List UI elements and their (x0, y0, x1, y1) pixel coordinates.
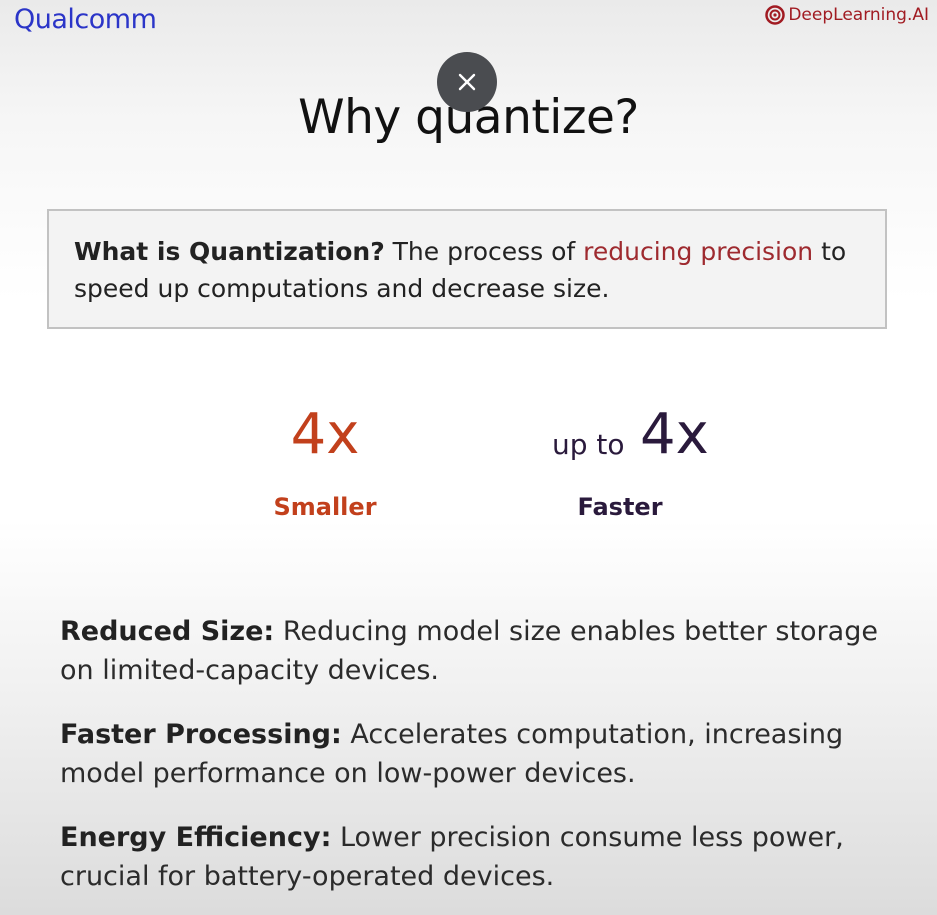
benefit-reduced-size: Reduced Size: Reducing model size enable… (60, 612, 900, 690)
close-button[interactable] (437, 52, 497, 112)
benefit-heading: Reduced Size: (60, 616, 275, 647)
definition-text-after: to speed up computations and decrease si… (74, 237, 847, 303)
definition-highlight: reducing precision (583, 237, 814, 266)
stat-faster-label: Faster (577, 493, 663, 521)
stat-smaller-label: Smaller (273, 493, 377, 521)
definition-text-before: The process of (384, 237, 584, 266)
benefit-heading: Energy Efficiency: (60, 822, 332, 853)
definition-text: What is Quantization? The process of red… (74, 233, 865, 307)
benefit-text: Reducing model size enables better stora… (60, 616, 878, 686)
deeplearning-logo-text: DeepLearning.AI (788, 5, 929, 25)
stat-faster-value: 4x (640, 402, 709, 467)
benefit-heading: Faster Processing: (60, 719, 342, 750)
benefit-faster-processing: Faster Processing: Accelerates computati… (60, 715, 900, 793)
stat-smaller-value: 4x (290, 402, 360, 467)
definition-term: What is Quantization? (74, 237, 385, 266)
definition-box: What is Quantization? The process of red… (47, 209, 887, 329)
qualcomm-logo: Qualcomm (14, 4, 157, 35)
deeplearning-ai-logo: DeepLearning.AI (765, 5, 929, 25)
deeplearning-logo-icon (765, 5, 786, 25)
close-icon (458, 73, 476, 91)
benefit-text: Lower precision consume less power, cruc… (60, 822, 844, 892)
benefit-energy-efficiency: Energy Efficiency: Lower precision consu… (60, 818, 900, 896)
benefit-text: Accelerates computation, increasing mode… (60, 719, 844, 789)
stat-faster-prefix: up to (552, 428, 625, 461)
